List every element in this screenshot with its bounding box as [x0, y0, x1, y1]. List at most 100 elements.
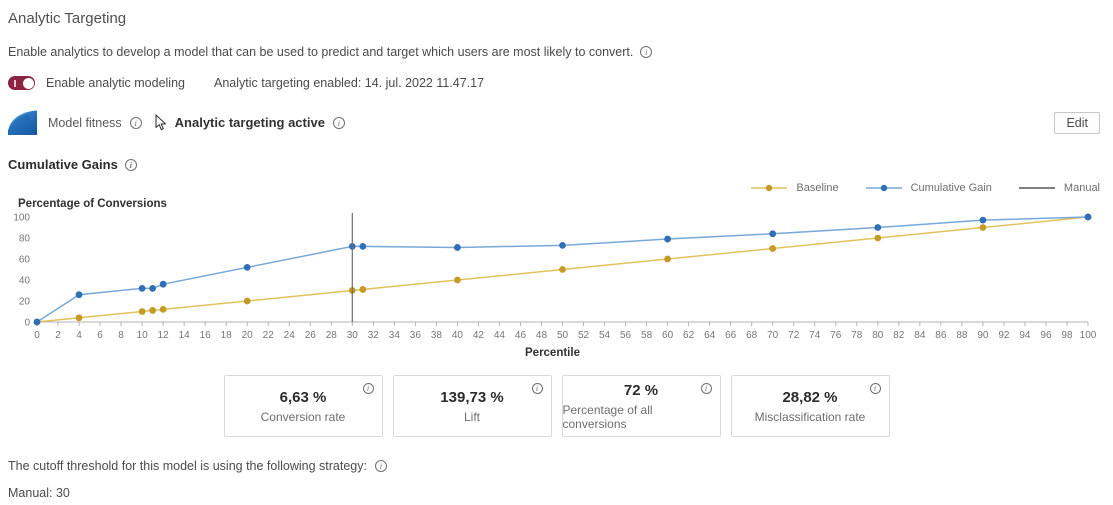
svg-text:50: 50 — [557, 330, 569, 341]
targeting-enabled-timestamp: Analytic targeting enabled: 14. jul. 202… — [213, 76, 485, 90]
svg-text:96: 96 — [1040, 330, 1052, 341]
cumulative-gains-chart: Baseline Cumulative Gain Manual Percenta… — [0, 182, 1113, 359]
svg-text:14: 14 — [179, 330, 191, 341]
legend-item-baseline[interactable]: Baseline — [750, 182, 839, 194]
svg-text:32: 32 — [368, 330, 380, 341]
svg-text:40: 40 — [452, 330, 464, 341]
svg-text:94: 94 — [1019, 330, 1031, 341]
cumulative-gains-title: Cumulative Gains — [8, 157, 118, 172]
svg-text:36: 36 — [410, 330, 422, 341]
svg-text:48: 48 — [536, 330, 548, 341]
svg-text:40: 40 — [19, 276, 31, 287]
info-icon[interactable] — [332, 116, 345, 129]
svg-text:68: 68 — [746, 330, 758, 341]
metric-label: Misclassification rate — [754, 409, 866, 424]
svg-text:80: 80 — [19, 234, 31, 245]
chart-plot-area[interactable]: 0 2 4 6 8 10 12 14 16 18 20 22 24 26 28 30 32 34 36 38 40 42 4… — [0, 212, 1105, 345]
legend-item-manual[interactable]: Manual — [1018, 182, 1100, 194]
toggle-knob — [22, 77, 34, 89]
cutoff-strategy-row: The cutoff threshold for this model is u… — [8, 459, 1113, 473]
metric-value: 6,63 % — [279, 388, 327, 406]
svg-text:10: 10 — [137, 330, 149, 341]
svg-text:84: 84 — [914, 330, 926, 341]
svg-text:12: 12 — [158, 330, 170, 341]
cumulative-gains-heading: Cumulative Gains — [8, 157, 1113, 172]
svg-text:20: 20 — [19, 297, 31, 308]
model-fitness-row: Model fitness Analytic targeting active … — [8, 110, 1100, 135]
info-icon[interactable] — [129, 116, 142, 129]
cutoff-strategy-text: The cutoff threshold for this model is u… — [8, 459, 367, 473]
svg-text:86: 86 — [935, 330, 947, 341]
svg-text:72: 72 — [788, 330, 800, 341]
legend-label: Baseline — [796, 182, 839, 194]
page-title: Analytic Targeting — [8, 10, 127, 27]
svg-text:76: 76 — [830, 330, 842, 341]
svg-text:42: 42 — [473, 330, 485, 341]
toggle-on-mark-icon — [14, 79, 16, 87]
manual-line-icon — [1018, 187, 1055, 189]
svg-text:52: 52 — [578, 330, 590, 341]
cutoff-strategy-value: Manual: 30 — [8, 486, 70, 500]
mouse-cursor-icon — [155, 114, 166, 131]
svg-text:46: 46 — [515, 330, 527, 341]
toggle-row: Enable analytic modeling Analytic target… — [8, 76, 1113, 90]
svg-text:56: 56 — [620, 330, 632, 341]
legend-label: Manual — [1063, 182, 1100, 194]
svg-text:100: 100 — [1080, 330, 1097, 341]
info-icon[interactable] — [640, 46, 653, 58]
svg-text:66: 66 — [725, 330, 737, 341]
svg-text:54: 54 — [599, 330, 611, 341]
info-icon[interactable] — [531, 383, 543, 394]
svg-text:90: 90 — [977, 330, 989, 341]
svg-text:28: 28 — [326, 330, 338, 341]
y-axis-title: Percentage of Conversions — [18, 198, 167, 210]
info-icon[interactable] — [700, 383, 712, 394]
toggle-label: Enable analytic modeling — [46, 76, 185, 90]
metric-card-percentage-of-all-conversions: 72 % Percentage of all conversions — [561, 375, 721, 437]
legend-label: Cumulative Gain — [910, 182, 992, 194]
svg-text:98: 98 — [1061, 330, 1073, 341]
svg-text:16: 16 — [200, 330, 212, 341]
legend-item-cumulative-gain[interactable]: Cumulative Gain — [865, 182, 992, 194]
metric-value: 72 % — [623, 381, 659, 399]
svg-text:82: 82 — [893, 330, 905, 341]
x-axis-title: Percentile — [525, 347, 580, 359]
svg-text:92: 92 — [998, 330, 1010, 341]
description-text: Enable analytics to develop a model that… — [8, 45, 634, 59]
info-icon[interactable] — [869, 383, 881, 394]
baseline-line-icon — [751, 184, 788, 192]
metric-card-conversion-rate: 6,63 % Conversion rate — [223, 375, 383, 437]
svg-text:30: 30 — [347, 330, 359, 341]
metric-label: Lift — [463, 409, 480, 424]
metric-label: Percentage of all conversions — [562, 402, 653, 431]
svg-text:0: 0 — [24, 318, 30, 329]
info-icon[interactable] — [124, 158, 137, 171]
info-icon[interactable] — [362, 383, 374, 394]
chart-legend: Baseline Cumulative Gain Manual — [0, 182, 1113, 194]
info-icon[interactable] — [374, 460, 387, 472]
model-fitness-icon — [8, 110, 37, 135]
svg-text:0: 0 — [34, 330, 40, 341]
svg-text:62: 62 — [683, 330, 695, 341]
metric-value: 139,73 % — [440, 388, 504, 406]
svg-text:24: 24 — [284, 330, 296, 341]
svg-text:60: 60 — [19, 255, 31, 266]
svg-text:64: 64 — [704, 330, 716, 341]
svg-text:2: 2 — [55, 330, 61, 341]
metric-card-lift: 139,73 % Lift — [392, 375, 552, 437]
svg-text:22: 22 — [263, 330, 275, 341]
svg-text:70: 70 — [767, 330, 779, 341]
enable-analytic-modeling-toggle[interactable] — [8, 76, 35, 90]
svg-text:58: 58 — [641, 330, 653, 341]
svg-text:88: 88 — [956, 330, 968, 341]
svg-text:26: 26 — [305, 330, 317, 341]
metric-card-misclassification-rate: 28,82 % Misclassification rate — [730, 375, 890, 437]
metric-value: 28,82 % — [782, 388, 838, 406]
model-fitness-label: Model fitness — [48, 115, 122, 130]
svg-text:18: 18 — [221, 330, 233, 341]
svg-text:8: 8 — [118, 330, 124, 341]
page-description: Enable analytics to develop a model that… — [8, 45, 1113, 59]
edit-button[interactable]: Edit — [1054, 111, 1100, 134]
metric-cards-row: 6,63 % Conversion rate 139,73 % Lift 72 … — [0, 375, 1113, 437]
